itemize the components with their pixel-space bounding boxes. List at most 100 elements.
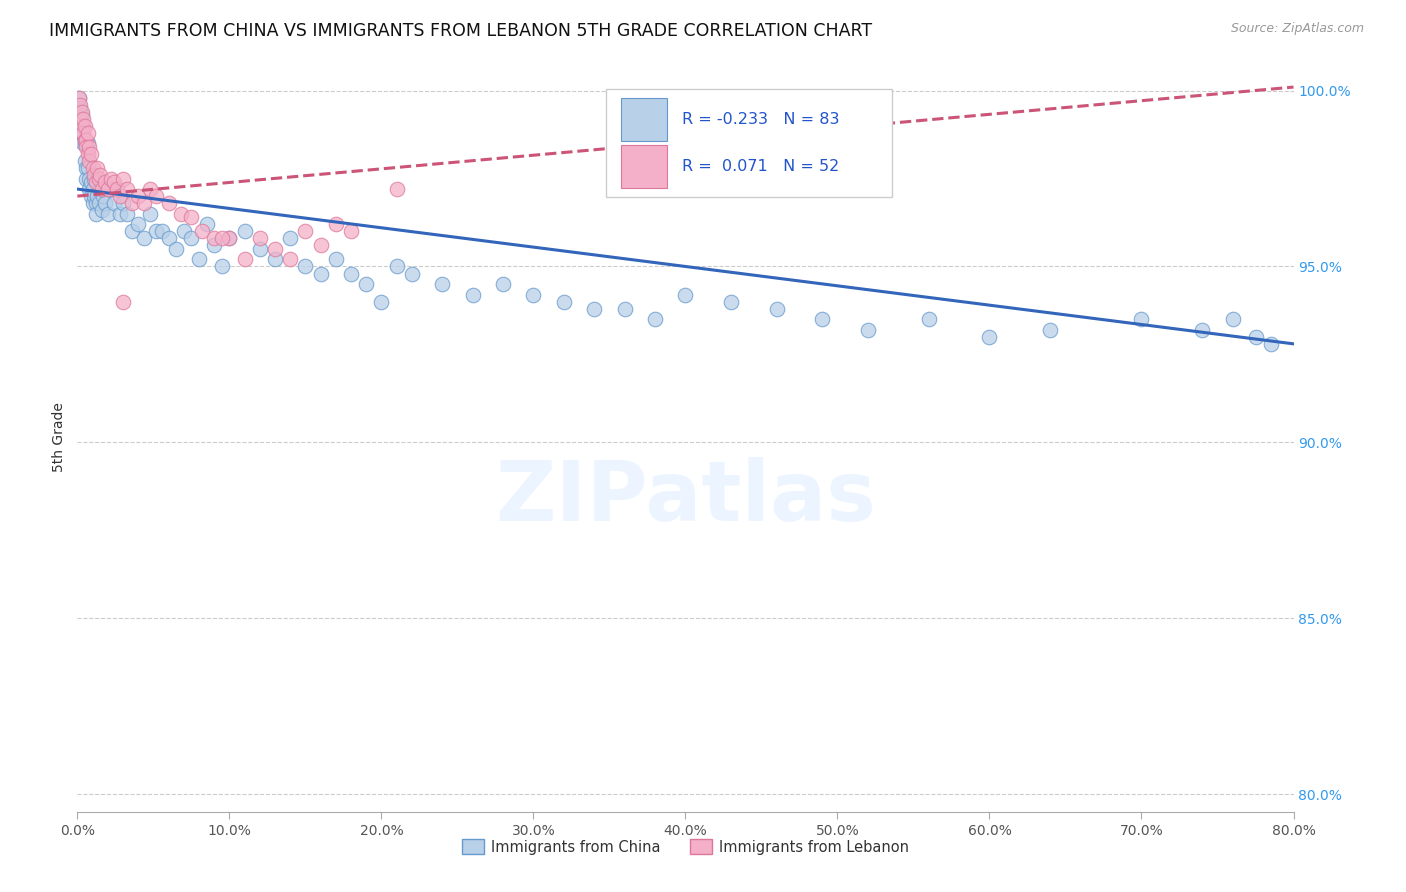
Point [70,108,93,122]
Point [370,294,392,309]
Point [84,175,107,189]
Point [675,287,697,301]
Point [127,217,149,231]
Point [249,242,271,256]
Point [69,97,91,112]
Point [918,312,941,326]
Point [117,207,139,221]
Point [70,126,93,140]
Text: R =  0.071   N = 52: R = 0.071 N = 52 [682,159,839,174]
FancyBboxPatch shape [621,145,668,188]
Point [89,168,111,182]
Point [856,323,879,337]
Point [218,231,240,245]
Point [97,207,120,221]
Point [97,182,120,196]
Point [583,301,606,316]
Point [75,140,97,154]
Point [553,294,575,309]
Point [325,252,347,267]
Point [79,182,101,196]
Point [82,196,104,211]
Point [1222,312,1244,326]
Point [79,140,101,154]
Point [1191,323,1213,337]
Point [111,196,134,211]
Point [180,211,202,225]
Point [117,182,139,196]
Point [294,224,316,238]
FancyBboxPatch shape [621,97,668,141]
Point [79,153,101,168]
Point [340,224,363,238]
Point [492,277,515,291]
Point [180,231,202,245]
Point [211,260,233,274]
Point [105,182,128,196]
Point [70,104,93,119]
Point [1244,330,1267,344]
Text: Source: ZipAtlas.com: Source: ZipAtlas.com [1230,22,1364,36]
Point [105,182,128,196]
Point [82,182,104,196]
Point [91,189,114,203]
Point [765,301,787,316]
Point [90,182,112,196]
Point [84,196,107,211]
Point [811,312,834,326]
Point [80,189,103,203]
Point [139,207,162,221]
Point [294,260,316,274]
Point [157,196,180,211]
Point [79,171,101,186]
Point [100,171,122,186]
Point [152,224,174,238]
Point [430,277,453,291]
Point [264,252,287,267]
Point [1130,312,1153,326]
Point [139,182,162,196]
Point [83,171,105,186]
Point [979,330,1001,344]
Point [191,224,214,238]
Point [170,207,193,221]
Point [644,312,666,326]
Point [165,242,187,256]
Point [278,252,301,267]
Point [87,171,110,186]
Point [173,224,195,238]
FancyBboxPatch shape [606,88,893,197]
Legend: Immigrants from China, Immigrants from Lebanon: Immigrants from China, Immigrants from L… [456,833,915,861]
Point [86,189,108,203]
Point [80,175,103,189]
Point [108,207,131,221]
Point [72,136,94,151]
Point [111,171,134,186]
Point [134,196,156,211]
Point [72,119,94,133]
Point [73,136,96,151]
Point [522,287,544,301]
Point [385,182,408,196]
Point [461,287,484,301]
Point [103,196,125,211]
Point [127,189,149,203]
Point [100,182,122,196]
Point [75,161,97,175]
Point [1260,336,1282,351]
Point [1039,323,1062,337]
Point [278,231,301,245]
Point [309,238,332,252]
Point [90,203,112,218]
Point [87,196,110,211]
Point [80,147,103,161]
Text: R = -0.233   N = 83: R = -0.233 N = 83 [682,112,839,127]
Point [67,90,90,104]
Point [340,267,363,281]
Point [69,101,91,115]
Point [77,136,100,151]
Point [613,301,636,316]
Point [86,161,108,175]
Point [73,153,96,168]
Y-axis label: 5th Grade: 5th Grade [52,402,66,472]
